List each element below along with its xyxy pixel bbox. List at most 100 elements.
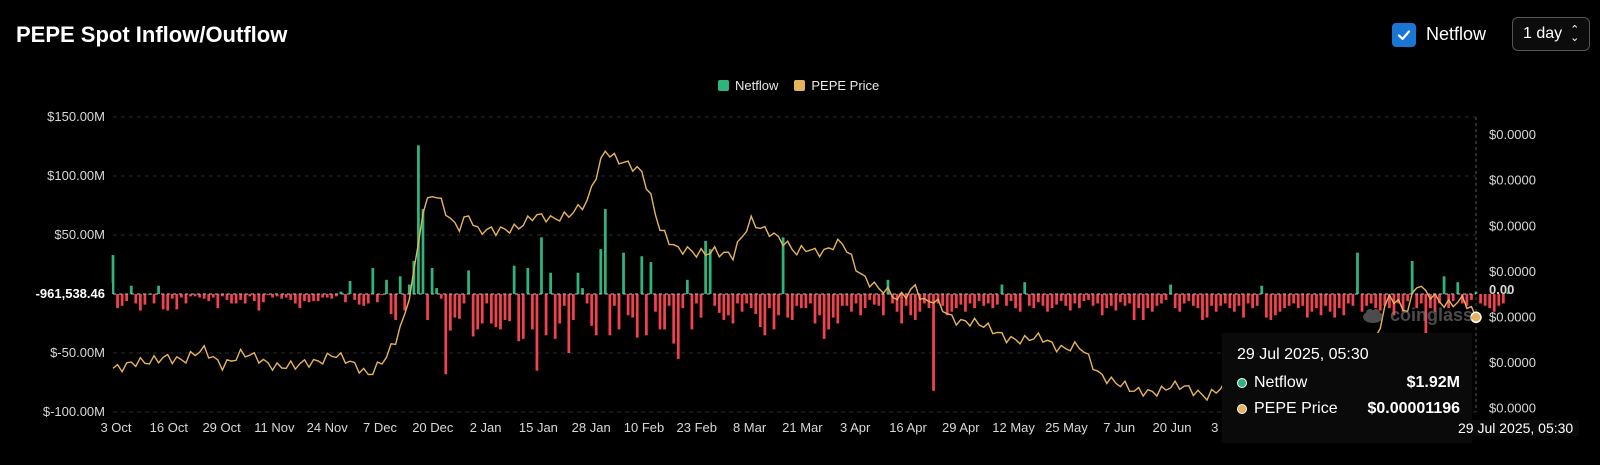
netflow-bar	[1337, 294, 1341, 309]
netflow-bar	[376, 294, 379, 303]
netflow-bar	[480, 294, 484, 324]
netflow-bar	[649, 262, 653, 294]
netflow-bar	[594, 294, 598, 336]
right-axis-ticks: $0.0000 $0.0000 $0.0000 $0.0000 0.00 $0.0000 $…	[1489, 127, 1536, 415]
netflow-bar	[1383, 294, 1387, 306]
netflow-bar	[749, 294, 753, 309]
netflow-bar	[1100, 294, 1104, 316]
netflow-bar	[189, 294, 192, 297]
netflow-bar	[786, 294, 790, 318]
netflow-bar	[635, 294, 639, 338]
coinglass-watermark: coinglass	[1362, 305, 1473, 326]
netflow-bar	[1141, 294, 1145, 320]
netflow-bar	[202, 294, 206, 299]
legend-item-price[interactable]: PEPE Price	[794, 78, 879, 93]
tooltip-label-netflow: Netflow	[1254, 374, 1308, 391]
netflow-bar	[745, 294, 749, 304]
netflow-bar	[298, 294, 302, 309]
netflow-bar	[371, 268, 375, 294]
netflow-toggle-label[interactable]: Netflow	[1426, 24, 1487, 44]
x-tick-label: 7 Dec	[363, 420, 397, 435]
netflow-bar	[667, 294, 671, 306]
netflow-bar	[617, 294, 621, 330]
interval-select[interactable]: 1 day ⌃ ⌄	[1512, 17, 1590, 51]
netflow-checkbox[interactable]	[1392, 23, 1416, 47]
netflow-bar	[1191, 294, 1195, 306]
netflow-bar	[467, 270, 470, 294]
netflow-bar	[818, 294, 821, 316]
x-tick-label: 12 May	[992, 420, 1035, 435]
netflow-bar	[640, 256, 644, 294]
netflow-bar	[1187, 294, 1191, 302]
x-tick-label: 3 Oct	[100, 420, 131, 435]
netflow-bar	[453, 294, 457, 318]
netflow-bar	[138, 294, 142, 311]
netflow-bar	[1433, 294, 1437, 312]
netflow-bar	[252, 294, 256, 302]
chart-legend: Netflow PEPE Price	[718, 78, 879, 93]
netflow-bar	[444, 294, 448, 375]
netflow-bar	[471, 294, 475, 337]
netflow-bar	[1091, 294, 1095, 306]
netflow-bar	[1050, 294, 1054, 309]
netflow-bar	[462, 294, 466, 304]
netflow-bar	[1073, 294, 1077, 304]
netflow-bar	[325, 294, 329, 298]
netflow-bar	[840, 294, 844, 306]
netflow-bar	[353, 294, 356, 300]
netflow-bar	[758, 294, 762, 328]
netflow-bar	[1501, 294, 1505, 304]
netflow-bar	[809, 294, 812, 304]
x-tick-label: 7 Jun	[1103, 420, 1135, 435]
netflow-bar	[1283, 294, 1286, 309]
netflow-bar	[211, 294, 215, 298]
x-tick-label: 16 Oct	[150, 420, 189, 435]
netflow-bar	[895, 294, 899, 312]
netflow-bar	[599, 249, 603, 294]
netflow-bar	[827, 294, 831, 330]
x-tick-label: 20 Jun	[1152, 420, 1191, 435]
netflow-bar	[1018, 294, 1022, 312]
netflow-bar	[1470, 294, 1473, 300]
netflow-bar	[1506, 291, 1510, 294]
netflow-bar	[1041, 294, 1045, 306]
netflow-bar	[417, 145, 420, 294]
netflow-bar	[1305, 294, 1309, 318]
netflow-bar	[603, 209, 607, 294]
netflow-bar	[1419, 294, 1423, 304]
netflow-bar	[731, 294, 735, 324]
y-right-tick-label: $0.0000	[1489, 173, 1536, 188]
netflow-bar	[763, 294, 767, 336]
netflow-bar	[385, 279, 388, 294]
crosshair-y-label: -961,538.46	[36, 286, 105, 301]
netflow-bar	[727, 294, 730, 316]
netflow-bar	[157, 285, 160, 294]
netflow-bar	[334, 294, 338, 297]
netflow-bar	[708, 249, 712, 294]
watermark-text: coinglass	[1390, 305, 1474, 325]
netflow-bar	[1442, 276, 1446, 294]
netflow-bar	[1424, 294, 1428, 339]
netflow-bar	[239, 294, 243, 300]
netflow-bar	[1328, 294, 1332, 312]
legend-item-netflow[interactable]: Netflow	[718, 78, 778, 93]
netflow-bar	[1123, 294, 1127, 306]
netflow-bar	[1082, 294, 1086, 302]
netflow-bar	[672, 294, 676, 344]
y-left-tick-label: $50.00M	[54, 227, 105, 242]
x-tick-label: 25 May	[1045, 420, 1088, 435]
chevron-up-down-icon: ⌃ ⌄	[1570, 24, 1580, 44]
netflow-bar	[1351, 294, 1355, 306]
netflow-bar	[1055, 294, 1058, 305]
netflow-bar	[663, 294, 666, 330]
netflow-bar	[644, 294, 648, 336]
y-right-tick-label: $0.0000	[1489, 127, 1536, 142]
netflow-bar	[125, 294, 129, 302]
netflow-bar	[1150, 294, 1154, 312]
netflow-bar	[882, 294, 885, 316]
netflow-bar	[1488, 294, 1492, 309]
netflow-bar	[713, 294, 717, 306]
netflow-bar	[316, 294, 320, 302]
netflow-bar	[1178, 294, 1182, 312]
